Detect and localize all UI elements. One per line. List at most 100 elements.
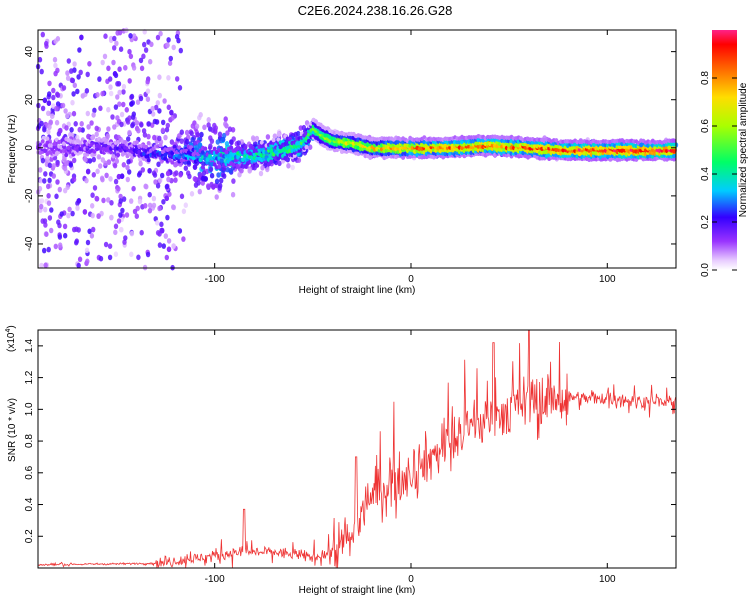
spectrogram-cell — [51, 87, 56, 94]
spectrogram-cell — [178, 172, 183, 178]
spectrogram-cell — [138, 95, 144, 102]
spectrogram-cell — [149, 41, 154, 48]
spectrogram-cell — [46, 110, 51, 117]
spectrogram-cell — [202, 124, 207, 131]
colorbar-tick-label: 0.0 — [700, 263, 711, 277]
snr-scale-exponent: 4 — [5, 329, 12, 333]
spectrogram-cell — [114, 158, 120, 164]
spectrogram-cell — [47, 177, 52, 184]
spectrogram-cell — [42, 218, 48, 224]
spectrogram-cell — [55, 36, 61, 42]
ridge-cell — [61, 141, 66, 146]
spectrogram-cell — [130, 122, 135, 129]
colorbar-tick-label: 0.8 — [700, 71, 711, 85]
spectrogram-cell — [51, 163, 56, 169]
spectrogram-cell — [171, 243, 176, 249]
spectrogram-cell — [70, 210, 75, 217]
ridge-cell — [306, 138, 311, 144]
spectrogram-cell — [77, 126, 82, 133]
spectrogram-cell — [58, 242, 63, 248]
spectrogram-cell — [163, 134, 168, 141]
ridge-cell — [64, 152, 69, 158]
spectrogram-cell — [126, 136, 131, 142]
spectrogram-cell — [63, 108, 68, 114]
ridge-cell — [200, 150, 205, 155]
spectrogram-cell — [198, 112, 203, 118]
spectrogram-cell — [223, 121, 228, 127]
spectrogram-cell — [125, 119, 131, 125]
ridge-cell — [240, 157, 245, 163]
spectrogram-cell — [94, 131, 99, 138]
spectrogram-cell — [42, 178, 47, 184]
spectrogram-cell — [142, 132, 148, 138]
spectrogram-cell — [177, 85, 183, 91]
spectrogram-cell — [89, 120, 94, 126]
spectrogram-cell — [102, 53, 108, 60]
snr-frame — [37, 329, 677, 569]
y-tick-label: 0 — [24, 145, 35, 151]
spectrogram-cell — [140, 167, 145, 173]
spectrogram-cell — [211, 184, 216, 190]
spectrogram-cell — [176, 37, 181, 44]
spectrogram-cell — [100, 157, 106, 163]
spectrogram-cell — [76, 227, 81, 233]
spectrogram-cell — [148, 58, 153, 65]
spectrogram-cell — [103, 33, 108, 39]
spectrogram-cell — [71, 110, 77, 117]
spectrogram-cell — [160, 127, 166, 134]
spectrogram-cell — [223, 116, 228, 122]
spectrogram-cell — [46, 193, 51, 199]
spectrogram-cell — [74, 239, 79, 246]
spectrogram-cell — [155, 183, 161, 189]
ridge-cell — [45, 136, 50, 141]
spectrogram-cell — [54, 193, 59, 200]
spectrogram-cell — [247, 168, 252, 174]
spectrogram-cell — [164, 183, 170, 190]
spectrogram-cell — [64, 160, 69, 166]
spectrogram-cell — [84, 88, 90, 94]
spectrogram-cell — [62, 187, 68, 194]
spectrogram-cell — [71, 91, 76, 97]
spectrogram-cell — [123, 235, 128, 241]
spectrogram-cell — [152, 118, 158, 125]
spectrogram-cell — [77, 256, 83, 263]
spectrogram-cell — [272, 133, 277, 139]
spectrogram-cell — [119, 121, 124, 128]
spectrogram-cell — [146, 133, 151, 140]
spectrogram-cell — [54, 105, 59, 112]
spectrogram-cell — [192, 164, 198, 170]
ridge-cell — [45, 140, 50, 145]
snr-series-layer — [37, 329, 676, 569]
snr-x-label: Height of straight line (km) — [299, 585, 416, 596]
spectrogram-cell — [100, 90, 105, 97]
spectrogram-cell — [98, 163, 103, 169]
spectrogram-cell — [56, 219, 61, 225]
spectrogram-cell — [129, 93, 135, 100]
spectrogram-cell — [119, 111, 125, 118]
spectrogram-cell — [91, 112, 96, 118]
ridge-cell — [238, 146, 243, 152]
ridge-cell — [276, 137, 281, 142]
spectrogram-cell — [46, 183, 51, 190]
spectrogram-cell — [160, 172, 165, 179]
spectrogram-cell — [95, 168, 100, 175]
spectrogram-cell — [72, 82, 78, 89]
spectrogram-cell — [66, 58, 72, 64]
spectrogram-cell — [118, 212, 123, 218]
spectrogram-cell — [61, 85, 67, 91]
spectrogram-cell — [157, 135, 162, 142]
spectrogram-cell — [51, 94, 56, 101]
spectrogram-cell — [178, 47, 183, 54]
spectrogram-cell — [123, 65, 128, 71]
spectrogram-cell — [286, 163, 291, 169]
spectrogram-cell — [106, 159, 112, 166]
spectrogram-cell — [161, 199, 166, 205]
spectrogram-cell — [134, 120, 140, 126]
spectrogram-cell — [169, 109, 174, 116]
spectrogram-cell — [166, 176, 171, 183]
spectrogram-cell — [52, 56, 58, 63]
spectrogram-cell — [42, 97, 48, 104]
spectrogram-cell — [116, 173, 122, 180]
spectrogram-cell — [112, 35, 117, 42]
snr-background — [38, 330, 676, 568]
